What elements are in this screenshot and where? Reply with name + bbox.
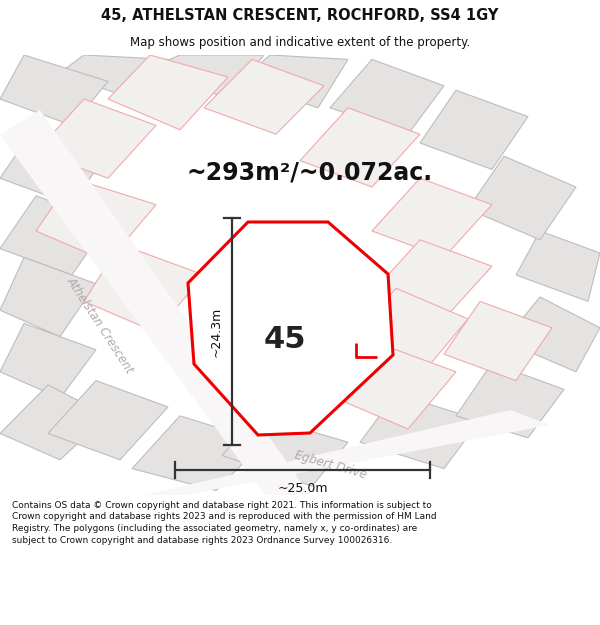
Polygon shape [150, 55, 264, 99]
Text: Map shows position and indicative extent of the property.: Map shows position and indicative extent… [130, 36, 470, 49]
Polygon shape [222, 416, 348, 486]
Polygon shape [84, 244, 204, 332]
Polygon shape [0, 196, 108, 275]
Text: 45: 45 [264, 326, 306, 354]
Polygon shape [360, 394, 480, 469]
Polygon shape [0, 110, 310, 495]
Polygon shape [240, 55, 348, 108]
Polygon shape [504, 297, 600, 372]
Polygon shape [330, 59, 444, 134]
Polygon shape [372, 178, 492, 258]
Text: 45, ATHELSTAN CRESCENT, ROCHFORD, SS4 1GY: 45, ATHELSTAN CRESCENT, ROCHFORD, SS4 1G… [101, 8, 499, 23]
Text: Athelstan Crescent: Athelstan Crescent [64, 274, 136, 376]
Polygon shape [60, 55, 168, 99]
Polygon shape [108, 55, 228, 130]
Polygon shape [372, 240, 492, 319]
Polygon shape [336, 346, 456, 429]
Polygon shape [0, 258, 96, 337]
Polygon shape [420, 90, 528, 169]
Polygon shape [180, 306, 312, 398]
Polygon shape [516, 231, 600, 301]
Text: ~24.3m: ~24.3m [209, 306, 223, 357]
Polygon shape [36, 99, 156, 178]
Text: Contains OS data © Crown copyright and database right 2021. This information is : Contains OS data © Crown copyright and d… [12, 501, 437, 545]
Polygon shape [300, 107, 420, 187]
Polygon shape [0, 55, 108, 126]
Polygon shape [348, 288, 468, 376]
Polygon shape [48, 381, 168, 460]
Text: ~293m²/~0.072ac.: ~293m²/~0.072ac. [187, 161, 433, 185]
Polygon shape [444, 301, 552, 381]
Text: ~25.0m: ~25.0m [277, 481, 328, 494]
Polygon shape [468, 156, 576, 240]
Polygon shape [145, 410, 550, 495]
Text: Egbert Drive: Egbert Drive [293, 449, 367, 481]
Polygon shape [0, 323, 96, 398]
Polygon shape [132, 416, 264, 491]
Polygon shape [36, 178, 156, 262]
Polygon shape [0, 126, 108, 204]
Polygon shape [0, 385, 108, 460]
Polygon shape [188, 222, 393, 435]
Polygon shape [456, 363, 564, 438]
Polygon shape [204, 59, 324, 134]
